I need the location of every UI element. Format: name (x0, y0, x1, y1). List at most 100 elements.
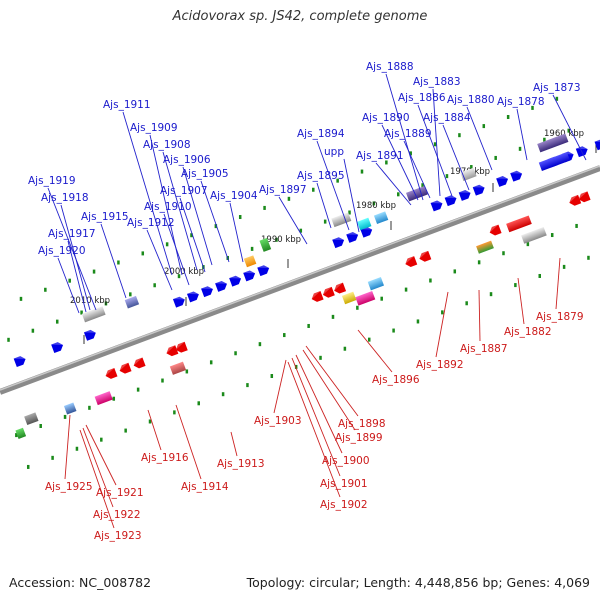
genome-backbone (0, 165, 600, 395)
reverse-connector (291, 357, 341, 477)
track-guide-dot (197, 401, 200, 406)
accession-text: Accession: NC_008782 (9, 575, 152, 590)
track-guide-dot (502, 251, 505, 256)
reverse-connector (555, 257, 561, 310)
forward-gene-arrow (472, 184, 485, 196)
track-guide-dot (68, 278, 71, 283)
reverse-gene-label: Ajs_1879 (536, 311, 584, 323)
forward-connector (343, 158, 360, 233)
forward-gene-label: Ajs_1919 (28, 175, 76, 187)
forward-gene-arrow (594, 139, 600, 151)
track-guide-dot (246, 383, 249, 388)
track-guide-dot (26, 464, 30, 469)
track-guide-dot (392, 328, 395, 333)
forward-gene-arrow (458, 190, 471, 201)
track-guide-dot (404, 287, 408, 292)
track-guide-dot (221, 392, 225, 397)
reverse-gene-arrow (311, 291, 324, 302)
forward-gene-arrow (186, 291, 199, 303)
forward-connector (442, 124, 470, 191)
reverse-connector (230, 431, 238, 457)
reverse-gene-label: Ajs_1913 (217, 458, 265, 470)
track-guide-dot (177, 274, 181, 279)
label-connectors (47, 73, 587, 529)
track-guide-dot (458, 133, 461, 138)
forward-connector (149, 134, 183, 276)
forward-gene-arrow (496, 176, 509, 187)
track-guide-dot (275, 237, 278, 242)
reverse-connector (305, 345, 359, 417)
track-guide-dot (250, 246, 254, 251)
track-guide-dot (283, 333, 286, 338)
forward-connector (278, 196, 308, 245)
track-guide-dot (470, 165, 473, 170)
reverse-gene-label: Ajs_1916 (141, 452, 189, 464)
track-guide-dot (209, 360, 213, 365)
track-guide-dot (263, 205, 266, 210)
gene-features (13, 133, 600, 439)
forward-gene-arrow (172, 296, 185, 308)
reverse-gene-arrow (322, 286, 335, 298)
gene-labels: Ajs_1888 Ajs_1883 Ajs_1886 Ajs_1880 Ajs_1878… (28, 61, 584, 542)
reverse-gene-box (521, 226, 547, 244)
scale-tick-label: 1980 kbp (356, 201, 396, 211)
reverse-connector (175, 404, 202, 480)
track-guide-dot (129, 292, 132, 297)
track-guide-dot (319, 355, 322, 360)
track-guide-dot (39, 424, 42, 429)
forward-gene-label: Ajs_1918 (41, 192, 89, 204)
forward-gene-label: Ajs_1894 (297, 128, 345, 140)
track-guide-dot (567, 128, 571, 133)
forward-connector (200, 180, 230, 263)
reverse-connector (85, 424, 117, 486)
forward-gene-label: Ajs_1910 (144, 201, 192, 213)
forward-gene-arrow (13, 356, 26, 368)
reverse-gene-box (169, 361, 187, 375)
forward-gene-arrow (430, 200, 443, 212)
track-guide-dot (538, 273, 541, 278)
forward-gene-label: Ajs_1917 (48, 228, 96, 240)
reverse-connector (147, 409, 162, 451)
forward-gene-arrow (229, 275, 242, 287)
track-guide-dot (124, 428, 127, 433)
forward-connector (381, 124, 419, 201)
forward-gene-arrow (444, 195, 457, 207)
reverse-connector (478, 289, 481, 342)
forward-gene-label: Ajs_1891 (356, 150, 404, 162)
forward-connector (60, 204, 91, 311)
track-guide-dot (100, 437, 103, 442)
forward-connector (163, 213, 190, 286)
forward-gene-arrow (257, 265, 270, 277)
track-guide-dot (380, 296, 383, 301)
track-guide-dot (214, 224, 218, 229)
track-guide-dot (506, 114, 510, 119)
forward-connector (182, 166, 213, 266)
reverse-connector (517, 277, 525, 325)
track-guide-dot (307, 323, 310, 328)
forward-gene-label: Ajs_1912 (127, 217, 175, 229)
genome-summary: Topology: circular; Length: 4,448,856 bp… (246, 575, 590, 590)
forward-gene-label: Ajs_1920 (38, 245, 86, 257)
forward-connector (466, 106, 493, 171)
forward-gene-label: Ajs_1895 (297, 170, 345, 182)
forward-gene-label: Ajs_1889 (384, 128, 432, 140)
track-guide-dot (494, 155, 497, 160)
track-guide-dot (104, 301, 108, 306)
scale-tick-label: 1990 kbp (261, 235, 301, 245)
track-guide-dot (294, 364, 298, 369)
track-guide-dot (148, 419, 152, 424)
backbone-line (0, 165, 600, 395)
forward-gene-arrow (332, 237, 345, 249)
forward-gene-arrow (51, 342, 64, 354)
track-guide-dot (360, 169, 364, 174)
reverse-gene-arrow (119, 362, 132, 374)
reverse-gene-box (355, 290, 376, 306)
track-guide-dot (299, 228, 303, 233)
track-guide-dot (75, 446, 79, 451)
reverse-gene-label: Ajs_1887 (460, 343, 508, 355)
track-guide-dot (287, 196, 291, 201)
forward-gene-label: Ajs_1897 (259, 184, 307, 196)
reverse-connector (435, 291, 449, 358)
forward-connector (146, 229, 173, 291)
track-guide-dot (336, 178, 339, 183)
